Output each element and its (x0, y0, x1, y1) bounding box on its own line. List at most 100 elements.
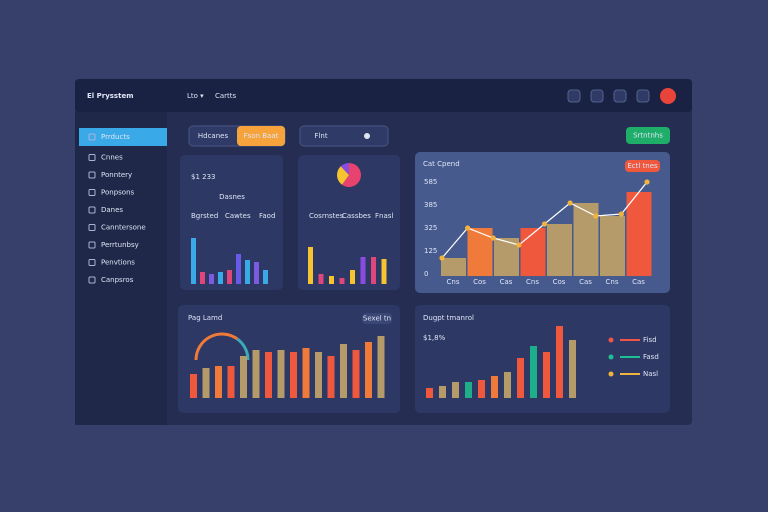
sidebar-icon (88, 189, 96, 196)
bar (465, 382, 472, 398)
sidebar-icon (88, 206, 96, 214)
x-label: Cns (606, 278, 619, 286)
legend-dot (608, 354, 614, 360)
line-point (567, 200, 573, 206)
axis-label: 385 (424, 201, 437, 209)
x-label: Cns (526, 278, 539, 286)
bar (190, 374, 197, 398)
bar (263, 270, 268, 284)
bar (569, 340, 576, 398)
tab: Flnt (314, 132, 327, 140)
bar (245, 260, 250, 284)
bar (491, 376, 498, 398)
card-button-label: Sexel tn (363, 315, 391, 323)
bar (191, 238, 196, 284)
sidebar-item: Penvtions (101, 259, 135, 267)
card-title: Dugpt tmanrol (423, 314, 474, 322)
tab-icon[interactable] (364, 133, 370, 139)
line-point (593, 213, 599, 219)
bar (252, 350, 260, 398)
bar (530, 346, 537, 398)
bar (377, 336, 385, 398)
card-button[interactable] (362, 313, 392, 324)
bar (236, 254, 241, 284)
bar (426, 388, 433, 398)
line-point (644, 179, 650, 185)
bar (200, 272, 205, 284)
action-button[interactable] (626, 127, 670, 144)
sidebar-item: Prrducts (101, 133, 130, 141)
card-label: Fnasl (375, 212, 393, 220)
menu-item: Cartts (215, 92, 237, 100)
sidebar-item: Ponpsons (101, 189, 135, 197)
bar (265, 352, 272, 398)
action-label: Srtntnhs (633, 132, 663, 140)
bar (556, 326, 563, 398)
legend-label: Fasd (643, 353, 659, 361)
bar (478, 380, 485, 398)
legend-dot (608, 337, 614, 343)
icon-button[interactable] (613, 89, 627, 103)
x-label: Cas (579, 278, 592, 286)
line-point (541, 221, 548, 227)
bar (381, 259, 387, 284)
x-label: Cas (500, 278, 513, 286)
bar (277, 350, 285, 398)
legend-label: Fisd (643, 336, 657, 344)
icon-button[interactable] (636, 89, 650, 103)
card (180, 155, 283, 290)
sidebar-item: Perrtunbsy (101, 241, 139, 249)
axis-label: 585 (424, 178, 437, 186)
tab-group (299, 125, 389, 147)
pie-slice (340, 163, 349, 175)
bar (209, 274, 214, 284)
card (298, 155, 400, 290)
x-label: Cns (447, 278, 460, 286)
bar (308, 247, 313, 284)
card-button[interactable] (625, 160, 660, 172)
bar (315, 352, 322, 398)
sidebar (75, 112, 167, 425)
bar (318, 274, 324, 284)
bar (504, 372, 511, 398)
pie-slice (336, 166, 349, 185)
bar (290, 352, 297, 398)
sidebar-item: Ponntery (101, 171, 132, 179)
card-label: Cosrnstes (309, 212, 344, 220)
card-button-label: Ectl tnes (627, 162, 658, 170)
bar (339, 278, 345, 284)
sidebar-icon (88, 241, 96, 249)
content: El Prysstem Lto ▾ Cartts Prrducts Cnnes Ponnt… (79, 88, 676, 413)
card-label: Cassbes (342, 212, 371, 220)
icon-button[interactable] (567, 89, 581, 103)
bar (302, 348, 310, 398)
card-label: Bgrsted (191, 212, 218, 220)
bar (626, 192, 652, 276)
axis-label: 0 (424, 270, 428, 278)
line-point (439, 255, 445, 261)
line-point (516, 242, 522, 248)
icon-button[interactable] (590, 89, 604, 103)
bar (547, 224, 572, 276)
sidebar-item: Cnnes (101, 154, 123, 162)
tab: Hdcanes (198, 132, 229, 140)
card-title: Cat Cpend (423, 160, 460, 168)
bar (215, 366, 222, 398)
legend-label: Nasl (643, 370, 658, 378)
line-point (490, 235, 496, 241)
card-label: Faod (259, 212, 275, 220)
sidebar-item: Canntersone (101, 224, 146, 232)
gauge-fill (194, 332, 239, 361)
axis-label: 325 (424, 224, 437, 232)
tab-active[interactable] (237, 126, 285, 146)
line-point (618, 211, 624, 217)
bar (202, 368, 210, 398)
card-label: Cawtes (225, 212, 251, 220)
bar (254, 262, 259, 284)
tab: Fson Baat (244, 132, 279, 140)
bar (517, 358, 524, 398)
sidebar-active (79, 128, 167, 146)
avatar[interactable] (660, 88, 676, 104)
gauge-rest (236, 337, 250, 361)
